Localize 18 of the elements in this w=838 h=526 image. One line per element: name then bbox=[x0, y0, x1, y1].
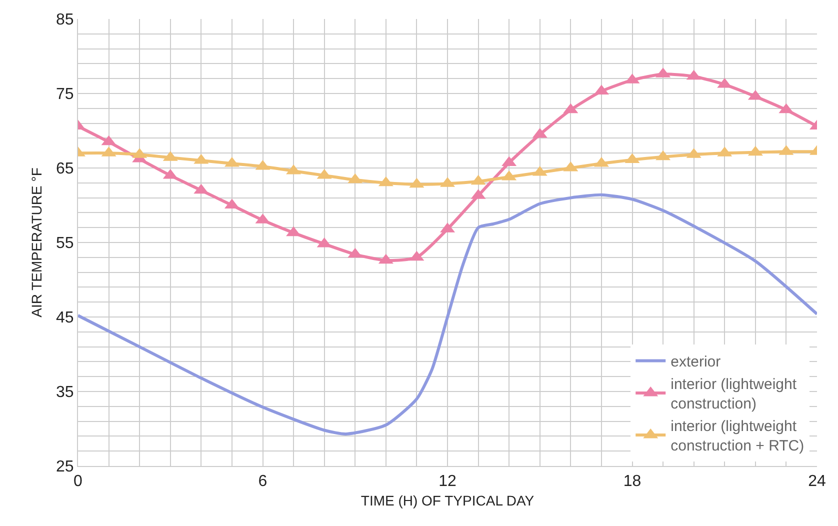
y-axis-title: AIR TEMPERATURE °F bbox=[28, 168, 45, 318]
line-series bbox=[78, 193, 817, 436]
legend-label: interior (lightweight construction) bbox=[670, 376, 798, 413]
y-tick-label: 35 bbox=[56, 384, 74, 402]
y-tick-label: 85 bbox=[56, 12, 74, 29]
x-tick-label: 24 bbox=[808, 473, 826, 490]
x-axis-title: TIME (H) OF TYPICAL DAY bbox=[360, 492, 535, 508]
x-tick-label: 12 bbox=[438, 473, 456, 490]
x-tick-label: 0 bbox=[74, 473, 83, 490]
y-tick-label: 65 bbox=[56, 160, 74, 178]
y-tick-label: 55 bbox=[56, 235, 74, 252]
legend-label: interior (lightweight construction + RTC) bbox=[670, 418, 804, 455]
y-tick-label: 45 bbox=[56, 310, 74, 327]
x-tick-label: 6 bbox=[258, 473, 268, 490]
y-tick-label: 25 bbox=[56, 458, 74, 476]
y-tick-label: 75 bbox=[56, 86, 74, 104]
legend-label: exterior bbox=[670, 354, 721, 371]
x-tick-label: 18 bbox=[623, 473, 642, 490]
